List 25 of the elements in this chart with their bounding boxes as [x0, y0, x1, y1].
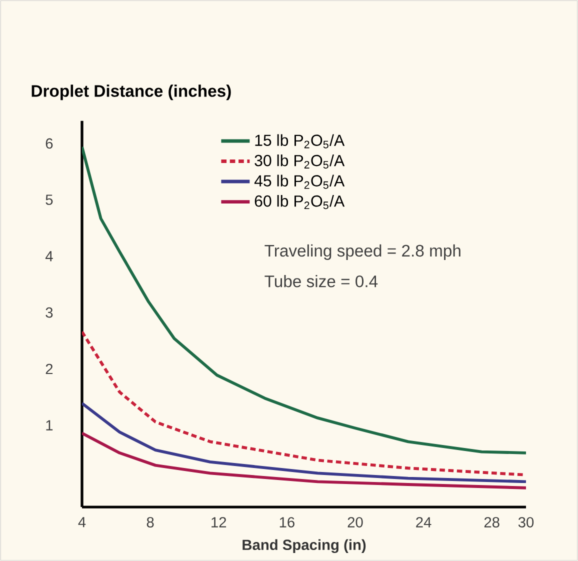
y-tick-label: 6 [46, 138, 53, 149]
x-axis-title: Band Spacing (in) [242, 539, 366, 554]
x-tick-label: 28 [484, 517, 500, 528]
x-tick-label: 4 [78, 517, 86, 528]
legend-label: 15 lb P$_{2}$O$_{5}$/A [255, 134, 345, 148]
x-tick-label: 20 [348, 517, 363, 528]
line-series [82, 432, 526, 490]
x-tick-label: 24 [416, 517, 432, 528]
annotation: Traveling speed = 2.8 mph [264, 244, 460, 260]
x-tick-label: 12 [212, 517, 226, 528]
y-tick-label: 1 [46, 420, 53, 430]
line-series [82, 330, 526, 476]
x-tick-label: 16 [280, 517, 294, 528]
y-tick-label: 4 [45, 251, 53, 262]
annotation: Tube size = 0.4 [264, 275, 378, 288]
y-tick-label: 3 [46, 307, 53, 318]
x-tick-label: 8 [146, 517, 154, 528]
y-tick-label: 5 [46, 194, 53, 205]
y-axis-title: Droplet Distance (inches) [32, 84, 231, 100]
y-tick-label: 2 [46, 364, 53, 374]
line-series [82, 402, 526, 484]
legend-label: 30 lb P$_{2}$O$_{5}$/A [254, 154, 345, 169]
x-tick-label: 30 [518, 517, 534, 528]
legend-label: 45 lb P$_{2}$O$_{5}$/A [254, 174, 345, 189]
legend-label: 60 lb P$_{2}$O$_{5}$/A [254, 195, 345, 210]
